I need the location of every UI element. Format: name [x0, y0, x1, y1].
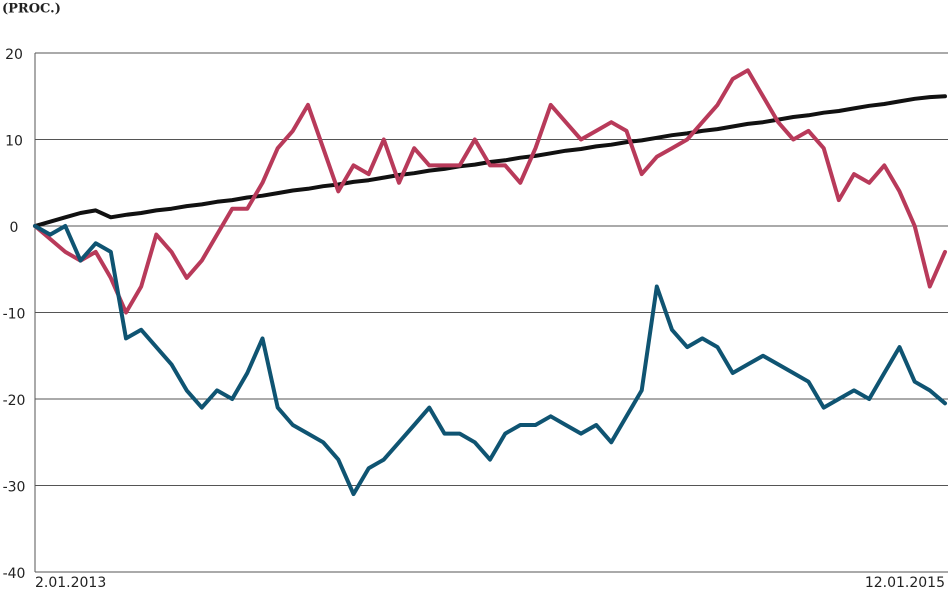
- x-tick-label: 2.01.2013: [35, 575, 106, 591]
- y-tick-label: -30: [3, 480, 26, 496]
- y-tick-label: -20: [3, 393, 26, 409]
- series-line: [33, 224, 947, 497]
- y-tick-label: 10: [5, 134, 23, 150]
- y-axis-label: (PROC.): [2, 2, 61, 17]
- y-tick-label: -10: [3, 307, 26, 323]
- x-tick-label: 12.01.2015: [865, 575, 945, 591]
- y-tick-label: 20: [5, 47, 23, 63]
- series-line: [33, 68, 947, 315]
- y-tick-label: -40: [3, 566, 26, 582]
- y-tick-label: 0: [10, 220, 19, 236]
- series-line: [33, 94, 947, 228]
